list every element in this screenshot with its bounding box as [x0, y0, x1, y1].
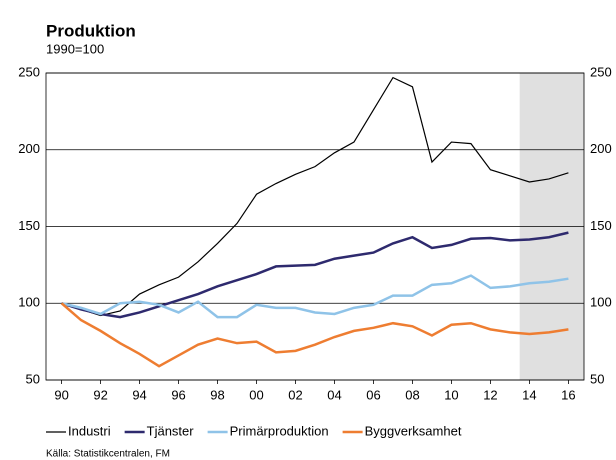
x-tick-label: 08 [405, 387, 419, 402]
series-line [61, 274, 569, 319]
chart-subtitle: 1990=100 [46, 41, 104, 56]
y2-tick-label: 50 [590, 371, 604, 386]
source: Källa: Statistikcentralen, FM [46, 449, 170, 460]
legend-label: Industri [68, 423, 111, 438]
y2-tick-label: 250 [590, 64, 612, 79]
y-tick-label: 250 [18, 64, 40, 79]
x-tick-label: 04 [327, 387, 341, 402]
series-line [60, 302, 569, 368]
x-tick-label: 00 [249, 387, 263, 402]
x-tick-label: 98 [210, 387, 224, 402]
x-tick-label: 96 [171, 387, 185, 402]
series-line [61, 231, 569, 319]
x-tick-label: 92 [93, 387, 107, 402]
plot-frame [45, 72, 585, 381]
x-tick-label: 12 [483, 387, 497, 402]
x-tick-label: 16 [561, 387, 575, 402]
x-tick-label: 90 [54, 387, 68, 402]
y2-tick-label: 100 [590, 295, 612, 310]
x-tick-label: 94 [132, 387, 146, 402]
x-tick-label: 02 [288, 387, 302, 402]
legend-label: Tjänster [147, 423, 195, 438]
x-tick-label: 06 [366, 387, 380, 402]
legend-label: Primärproduktion [230, 423, 329, 438]
x-tick-label: 14 [522, 387, 536, 402]
x-tick-label: 10 [444, 387, 458, 402]
chart-title: Produktion [46, 21, 136, 40]
series-line [61, 76, 569, 317]
y-tick-label: 50 [26, 371, 40, 386]
legend-label: Byggverksamhet [365, 423, 462, 438]
y2-tick-label: 150 [590, 218, 612, 233]
y2-tick-label: 200 [590, 141, 612, 156]
y-tick-label: 100 [18, 295, 40, 310]
y-tick-label: 150 [18, 218, 40, 233]
y-tick-label: 200 [18, 141, 40, 156]
